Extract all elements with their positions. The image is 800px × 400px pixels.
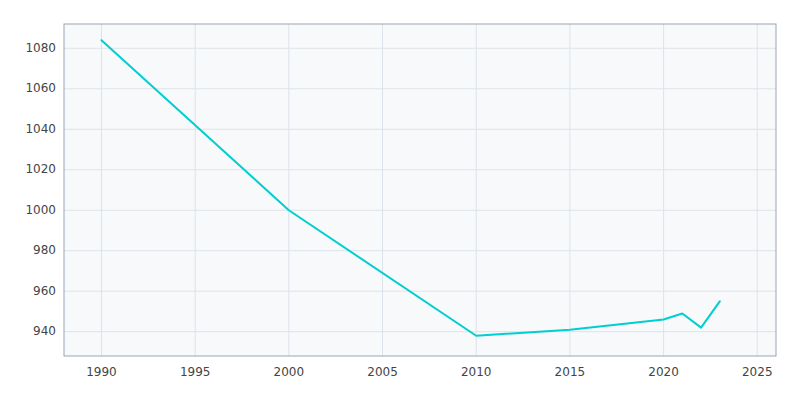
chart: 940 960 980 1000 1020 1040 1060 1080 1990 1995 200…: [0, 0, 800, 400]
x-grid-line: [569, 24, 570, 356]
y-grid-line: [64, 291, 776, 292]
y-tick-label: 1040: [25, 122, 56, 136]
y-grid-line: [64, 48, 776, 49]
x-grid-line: [757, 24, 758, 356]
x-tick-label: 2025: [742, 365, 773, 379]
plot-frame: [64, 24, 776, 356]
y-grid-line: [64, 210, 776, 211]
y-tick-label: 1080: [25, 41, 56, 55]
x-tick-label: 1995: [180, 365, 211, 379]
x-grid-line: [663, 24, 664, 356]
line: [101, 40, 719, 336]
y-grid-line: [64, 129, 776, 130]
y-tick-label: 960: [33, 284, 56, 298]
plot-area: [64, 24, 776, 356]
x-grid-line: [382, 24, 383, 356]
y-grid-line: [64, 331, 776, 332]
y-tick-label: 1020: [25, 162, 56, 176]
x-grid-line: [195, 24, 196, 356]
grid: [64, 24, 776, 356]
x-grid-line: [288, 24, 289, 356]
y-tick-label: 1060: [25, 81, 56, 95]
x-tick-label: 1990: [86, 365, 117, 379]
y-grid-line: [64, 169, 776, 170]
series-group: [101, 40, 719, 336]
x-tick-label: 2020: [648, 365, 679, 379]
y-grid-line: [64, 88, 776, 89]
x-tick-label: 2010: [461, 365, 492, 379]
x-tick-label: 2000: [274, 365, 305, 379]
x-grid-line: [101, 24, 102, 356]
y-tick-label: 1000: [25, 203, 56, 217]
x-tick-label: 2005: [367, 365, 398, 379]
y-grid-line: [64, 250, 776, 251]
y-tick-label: 980: [33, 243, 56, 257]
x-tick-label: 2015: [555, 365, 586, 379]
x-grid-line: [476, 24, 477, 356]
y-tick-label: 940: [33, 324, 56, 338]
